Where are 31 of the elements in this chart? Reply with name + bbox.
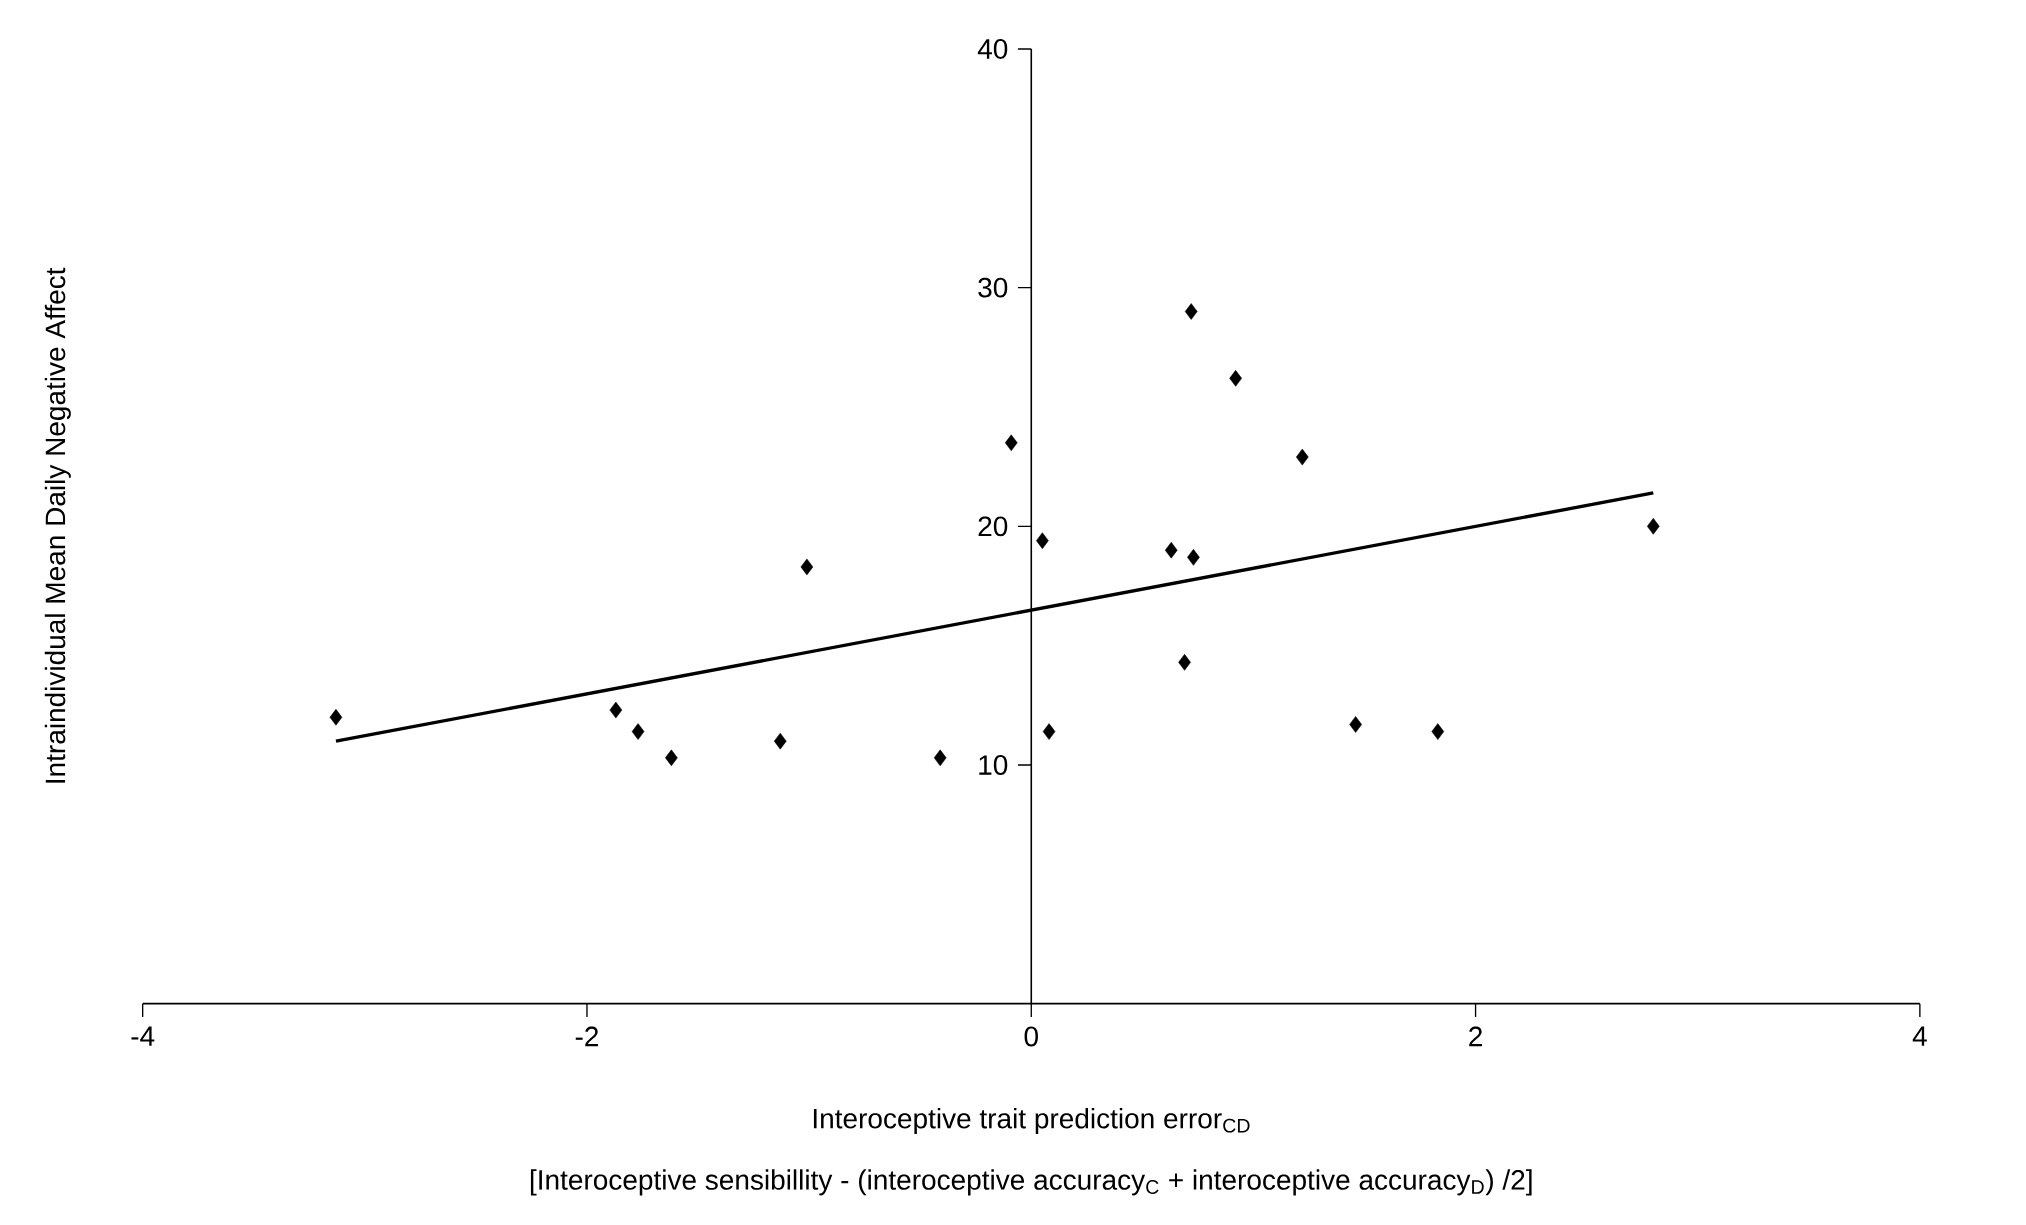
point <box>933 749 947 767</box>
y-tick-label: 40 <box>977 39 1008 59</box>
point <box>1005 434 1018 452</box>
y-axis-title: Intraindividual Mean Daily Negative Affect <box>44 267 71 783</box>
x-tick-label: 2 <box>1469 1026 1482 1047</box>
x-tick-label: 4 <box>1912 1026 1927 1046</box>
y-tick-label: 10 <box>979 755 1008 775</box>
x-tick-label: -2 <box>575 1026 598 1047</box>
y-tick-label: 20 <box>978 516 1008 537</box>
point <box>1184 303 1198 320</box>
y-tick-label: 30 <box>978 277 1008 298</box>
point <box>1349 716 1362 733</box>
point <box>329 708 343 726</box>
point <box>773 732 787 750</box>
point <box>1229 370 1242 387</box>
point <box>1431 723 1445 740</box>
point <box>1296 448 1309 466</box>
point <box>1178 654 1191 671</box>
point <box>1164 541 1178 559</box>
x-axis-title: Interoceptive trait prediction error$_{CD}$ <box>813 1107 1250 1135</box>
point <box>665 749 678 767</box>
text: [Interoceptive sensibillity - (interoceptive accuracy$_{C}$ + interoceptive accuracy$_{D}$) /2] <box>530 1169 1532 1196</box>
point <box>1187 549 1200 566</box>
x-tick-label: 0 <box>1024 1026 1038 1047</box>
point <box>609 701 623 719</box>
point <box>800 558 814 576</box>
point <box>1042 723 1056 740</box>
point <box>631 723 645 740</box>
point <box>1647 518 1660 535</box>
point <box>1036 532 1049 549</box>
x-tick-label: -4 <box>131 1026 155 1046</box>
